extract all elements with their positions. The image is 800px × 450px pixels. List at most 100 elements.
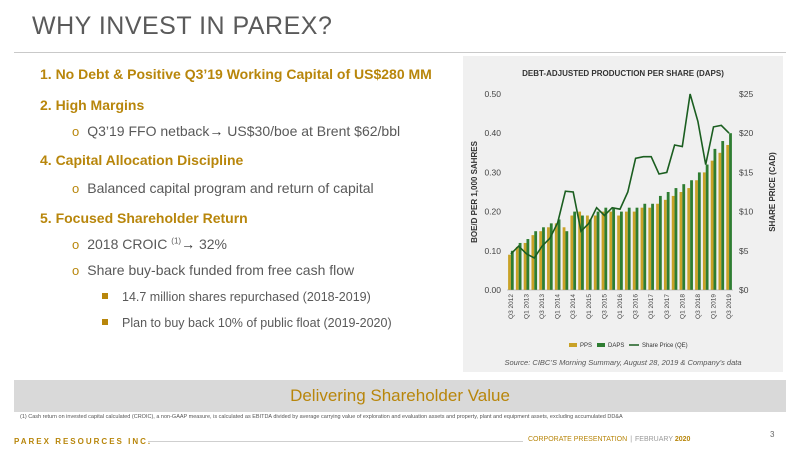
y-tick-label: 0.40 [484,128,501,138]
y-tick-label: 0.20 [484,207,501,217]
y2-tick-label: $0 [739,285,749,295]
daps-bar [643,203,647,290]
x-tick-label: Q1 2018 [679,294,686,319]
sub-bullet-balanced-program: o Balanced capital program and return of … [72,180,374,196]
daps-bar [588,219,592,290]
pps-bar [624,211,628,290]
company-name: PAREX RESOURCES INC. [14,437,153,446]
y2-tick-label: $5 [739,246,749,256]
daps-bar [682,184,686,290]
legend-daps-label: DAPS [608,343,624,349]
pps-bar [671,195,675,290]
pps-bar [640,207,644,290]
daps-bar [518,242,522,290]
circle-bullet-icon: o [72,124,80,139]
daps-bar [557,219,561,290]
y2-tick-label: $10 [739,207,753,217]
circle-bullet-icon: o [72,237,80,252]
pps-bar [718,152,722,290]
page-number: 3 [770,430,775,439]
pps-bar [562,227,566,290]
sub-bullet-croic: o 2018 CROIC (1)→ 32% [72,236,227,252]
repurchased-text: 14.7 million shares repurchased (2018-20… [122,290,371,304]
pps-bar [710,160,714,290]
croic-suffix: 32% [195,236,227,252]
x-tick-label: Q1 2015 [586,294,593,319]
legend-price-label: Share Price (QE) [642,343,688,349]
bullet-high-margins: 2. High Margins [40,97,145,113]
pps-bar [609,211,613,290]
y2-tick-label: $15 [739,167,753,177]
x-tick-label: Q3 2019 [726,294,733,319]
pps-bar [515,246,519,290]
daps-bar [542,227,545,290]
daps-bar [581,215,584,290]
y-axis-label: BOE/D PER 1,000 SAHRES [470,140,479,242]
daps-bar [674,188,678,290]
circle-bullet-icon: o [72,263,80,278]
pps-bar [523,242,527,290]
netback-prefix: Q3’19 FFO netback [87,123,210,139]
croic-prefix: 2018 CROIC [87,236,172,252]
y2-tick-label: $25 [739,89,753,99]
daps-bar [651,203,654,290]
pps-bar [570,215,574,290]
footer-divider [148,441,523,442]
pps-bar [531,235,535,290]
x-tick-label: Q3 2012 [508,294,515,319]
buyback-text: Share buy-back funded from free cash flo… [87,262,355,278]
daps-bar [697,172,701,290]
footer-month: FEBRUARY [635,436,673,443]
value-banner: Delivering Shareholder Value [14,380,786,412]
square-bullet-icon [102,318,108,325]
pps-bar [687,188,691,290]
daps-chart-panel: DEBT-ADJUSTED PRODUCTION PER SHARE (DAPS… [463,56,783,372]
legend-daps-swatch [597,343,605,347]
daps-bar [713,148,717,290]
pps-bar [702,172,706,290]
arrow-right-icon: → [181,236,196,252]
footer-separator: | [630,436,633,443]
daps-bar [658,195,662,290]
chart-source: Source: CIBC’S Morning Summary, August 2… [504,358,741,367]
pps-bar [648,207,652,290]
pps-bar [539,231,543,290]
daps-bar [596,211,600,290]
daps-bar [620,211,623,290]
x-tick-label: Q3 2014 [570,294,577,319]
footnote: (1) Cash return on invested capital calc… [20,414,623,420]
sub-bullet-netback: o Q3’19 FFO netback→ US$30/boe at Brent $… [72,123,400,139]
x-tick-label: Q3 2013 [539,294,546,319]
croic-footnote-ref: (1) [171,236,182,246]
pps-bar [601,211,605,290]
pps-bar [632,211,636,290]
x-tick-label: Q1 2016 [617,294,624,319]
balanced-program-text: Balanced capital program and return of c… [87,180,374,196]
pps-bar [586,215,589,290]
daps-chart: DEBT-ADJUSTED PRODUCTION PER SHARE (DAPS… [470,69,777,367]
daps-bar [690,180,693,290]
sub-sub-bullet-buyback-plan: Plan to buy back 10% of public float (20… [102,316,392,330]
pps-bar [695,180,698,290]
pps-bar [578,211,582,290]
daps-bar [627,207,631,290]
netback-suffix: US$30/boe at Brent $62/bbl [223,123,401,139]
x-tick-label: Q3 2018 [695,294,702,319]
y-tick-label: 0.00 [484,285,501,295]
y2-tick-label: $20 [739,128,753,138]
daps-bar [721,141,725,290]
chart-title: DEBT-ADJUSTED PRODUCTION PER SHARE (DAPS… [522,69,724,78]
daps-bar [534,231,538,290]
pps-bar [663,199,667,290]
x-tick-label: Q1 2013 [523,294,530,319]
sub-bullet-buyback: o Share buy-back funded from free cash fl… [72,262,354,278]
pps-bar [679,192,683,290]
pps-bar [617,215,620,290]
bullet-shareholder-return: 5. Focused Shareholder Return [40,210,248,226]
banner-text: Delivering Shareholder Value [290,386,510,405]
daps-bar [666,192,670,290]
x-tick-label: Q1 2019 [711,294,718,319]
arrow-right-icon: → [209,123,224,139]
x-tick-label: Q3 2017 [664,294,671,319]
y-tick-label: 0.30 [484,167,501,177]
